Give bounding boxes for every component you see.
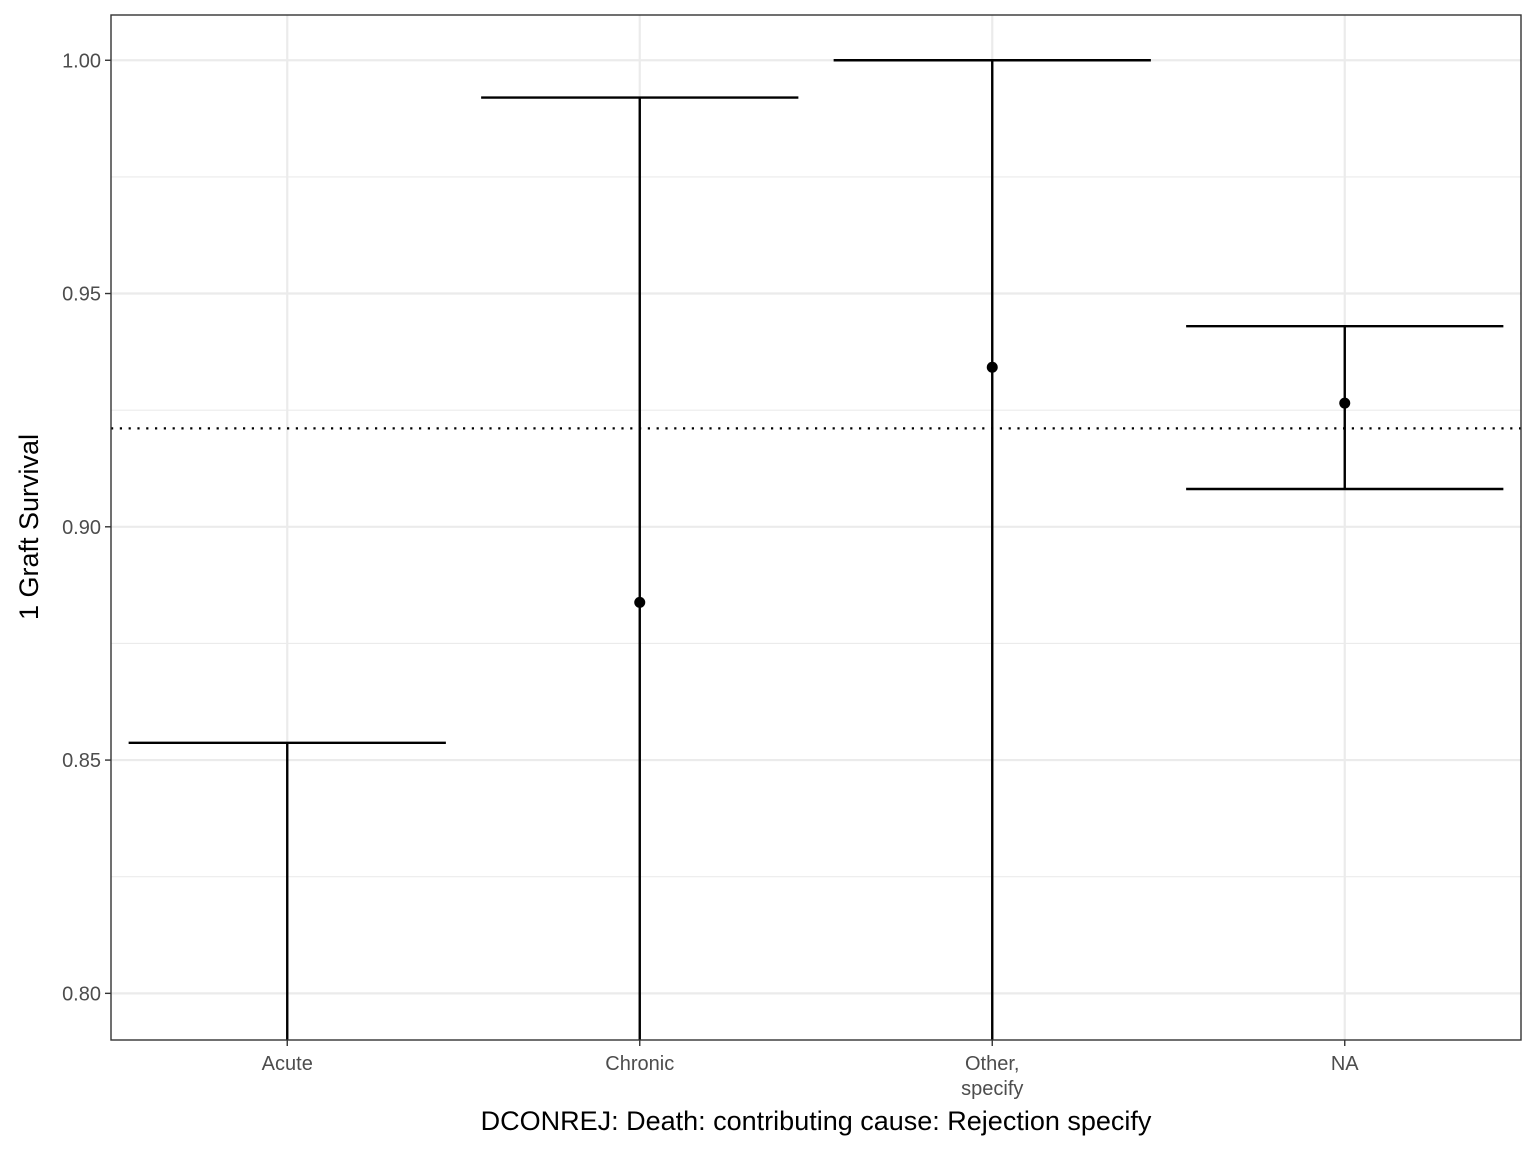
y-tick-label: 1.00: [62, 50, 101, 72]
x-tick-label: NA: [1331, 1053, 1359, 1075]
point-estimate: [634, 596, 646, 608]
point-estimate: [1339, 397, 1351, 409]
y-tick-label: 0.85: [62, 750, 101, 772]
y-axis: 0.80 0.85 0.90 0.95 1.00: [62, 50, 111, 1005]
x-tick-label: Acute: [262, 1053, 313, 1075]
y-axis-title: 1 Graft Survival: [14, 434, 44, 620]
y-tick-label: 0.95: [62, 284, 101, 306]
x-axis-title: DCONREJ: Death: contributing cause: Reje…: [481, 1106, 1152, 1136]
y-tick-label: 0.80: [62, 983, 101, 1005]
point-estimate: [986, 361, 998, 373]
x-tick-label: Chronic: [605, 1053, 674, 1075]
minor-gridlines: [111, 176, 1521, 878]
point-estimates: [634, 361, 1351, 608]
x-axis: Acute Chronic Other, specify NA: [262, 1040, 1359, 1100]
x-tick-label: Other, specify: [961, 1053, 1023, 1100]
y-tick-label: 0.90: [62, 517, 101, 539]
